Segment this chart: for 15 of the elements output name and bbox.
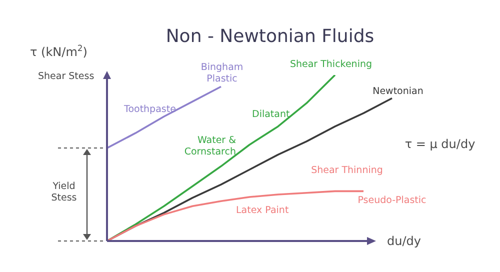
annotation: Pseudo-Plastic — [358, 195, 426, 206]
text: Yield Stess — [51, 181, 77, 204]
y-axis-title: τ (kN/m$^{2}$) — [30, 43, 88, 59]
annotation: Water & Cornstarch — [184, 135, 237, 158]
annotation: Shear Stess — [38, 71, 94, 82]
series-label: Newtonian — [372, 86, 424, 97]
annotation: Latex Paint — [236, 205, 289, 216]
annotation: Dilatant — [252, 109, 290, 120]
annotation: Toothpaste — [123, 104, 176, 115]
x-axis-title: du/dy — [387, 234, 421, 248]
series-label: Shear Thinning — [311, 165, 383, 176]
annotation: τ = μ du/dy — [404, 137, 476, 151]
series-label: Bingham Plastic — [200, 62, 244, 84]
series-label: Shear Thickening — [290, 59, 372, 70]
chart-title: Non - Newtonian Fluids — [166, 26, 374, 47]
